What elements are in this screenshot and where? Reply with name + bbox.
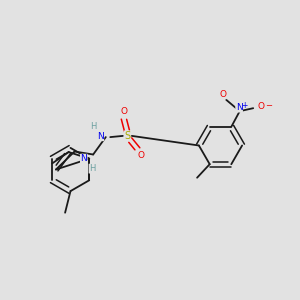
Text: N: N: [236, 103, 242, 112]
Text: N: N: [97, 132, 104, 141]
Text: O: O: [138, 152, 145, 160]
Text: H: H: [89, 164, 95, 173]
Text: S: S: [124, 131, 130, 141]
Text: −: −: [265, 101, 272, 110]
Text: +: +: [241, 101, 248, 110]
Text: H: H: [90, 122, 96, 131]
Text: N: N: [80, 154, 87, 163]
Text: O: O: [257, 102, 264, 111]
Text: O: O: [219, 90, 226, 99]
Text: O: O: [120, 107, 127, 116]
